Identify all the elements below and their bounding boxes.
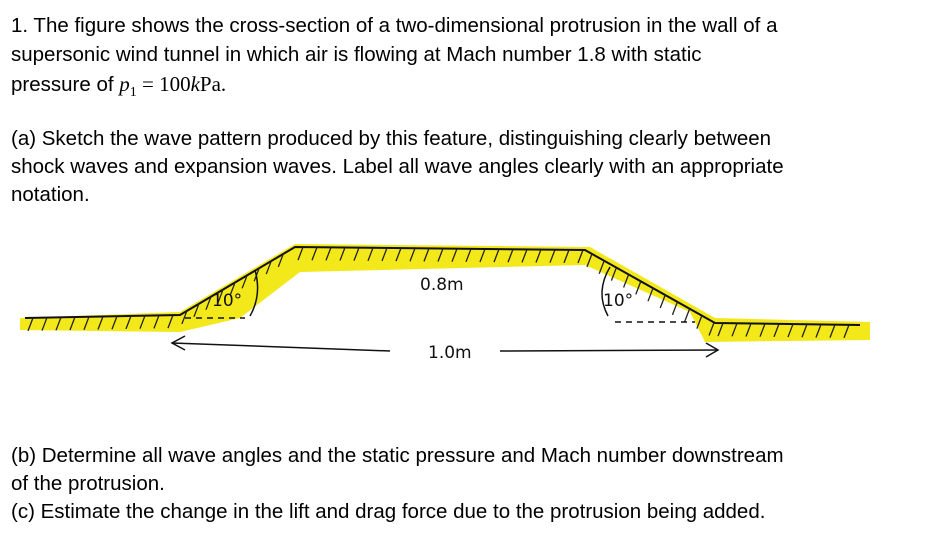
hatch-mark [277,253,284,268]
part-b-line-2: of the protrusion. [11,472,165,495]
part-a-line-1: (a) Sketch the wave pattern produced by … [11,127,772,150]
top-length-label: 0.8m [420,275,464,295]
hatch-mark [731,323,738,337]
hatch-mark [684,308,691,322]
hatch-mark [381,247,388,262]
hatch-mark [311,246,318,261]
hatch-mark [586,253,593,268]
hatch-mark [535,249,542,263]
base-length-label: 1.0m [428,343,472,363]
hatch-mark [437,248,444,262]
hatch-mark [55,317,62,331]
hatch-mark [696,315,703,329]
hatch-mark [815,324,822,338]
wall-hatching [27,246,850,339]
left-angle-label: 10° [212,291,242,311]
hatch-mark [325,247,332,261]
hatch-mark [111,315,118,330]
hatch-mark [708,322,715,336]
hatch-mark [465,248,472,263]
pressure-unit-k: k [190,72,200,96]
hatch-mark [843,324,850,339]
hatch-mark [563,249,570,264]
hatch-mark [423,248,430,262]
hatch-mark [635,281,642,295]
pressure-symbol: p [119,72,130,96]
hatch-mark [598,260,605,275]
hatch-mark [773,323,780,338]
hatch-mark [69,316,76,331]
hatch-mark [241,275,248,289]
hatch-mark [297,246,304,261]
hatch-mark [521,249,528,263]
hatch-mark [41,317,48,331]
hatch-mark [139,315,146,329]
hatch-mark [353,247,360,261]
hatch-mark [229,282,236,296]
hatch-mark [647,287,654,302]
hatch-mark [610,267,617,281]
hatch-mark [367,247,374,262]
hatch-mark [167,314,174,329]
pressure-formula: p1 = 100kPa. [119,72,227,100]
right-angle-label: 10° [603,291,633,311]
question-line-2: supersonic wind tunnel in which air is f… [11,43,702,66]
part-a-line-3: notation. [11,183,90,206]
hatch-mark [125,315,132,330]
hatch-mark [479,248,486,263]
pressure-value: = 100 [136,72,191,96]
hatch-mark [549,249,556,263]
hatch-mark [205,296,212,310]
hatch-mark [787,323,794,338]
hatch-mark [745,323,752,337]
question-text: pressure of [11,73,120,96]
hatch-mark [577,249,584,264]
hatch-mark [622,274,630,288]
hatch-mark [451,248,458,262]
hatch-mark [507,249,514,263]
question-line-1: 1. The figure shows the cross-section of… [11,14,778,37]
question-line-3: pressure of p1 = 100kPa. [11,70,226,107]
hatch-mark [493,248,500,263]
hatch-mark [83,316,90,330]
hatch-mark [97,316,104,330]
hatch-mark [671,301,679,316]
part-c-line-1: (c) Estimate the change in the lift and … [11,500,766,523]
angle-markers [185,266,695,323]
hatch-mark [193,303,200,318]
hatch-mark [217,289,224,303]
wall-outline [24,245,861,326]
hatch-mark [153,315,160,329]
hatch-mark [181,310,188,325]
hatch-mark [659,294,666,309]
hatch-mark [27,317,34,332]
pressure-subscript: 1 [129,85,137,101]
hatch-mark [717,322,724,337]
hatch-mark [801,324,808,338]
hatch-mark [829,324,836,338]
hatch-mark [395,247,402,262]
hatch-mark [265,260,272,275]
part-b-line-1: (b) Determine all wave angles and the st… [11,444,784,467]
dimension-arrows [170,335,720,358]
hatch-mark [409,248,416,262]
hatch-mark [759,323,766,337]
hatch-mark [339,247,346,261]
part-a-line-2: shock waves and expansion waves. Label a… [11,155,784,178]
pressure-unit: Pa. [199,72,227,96]
